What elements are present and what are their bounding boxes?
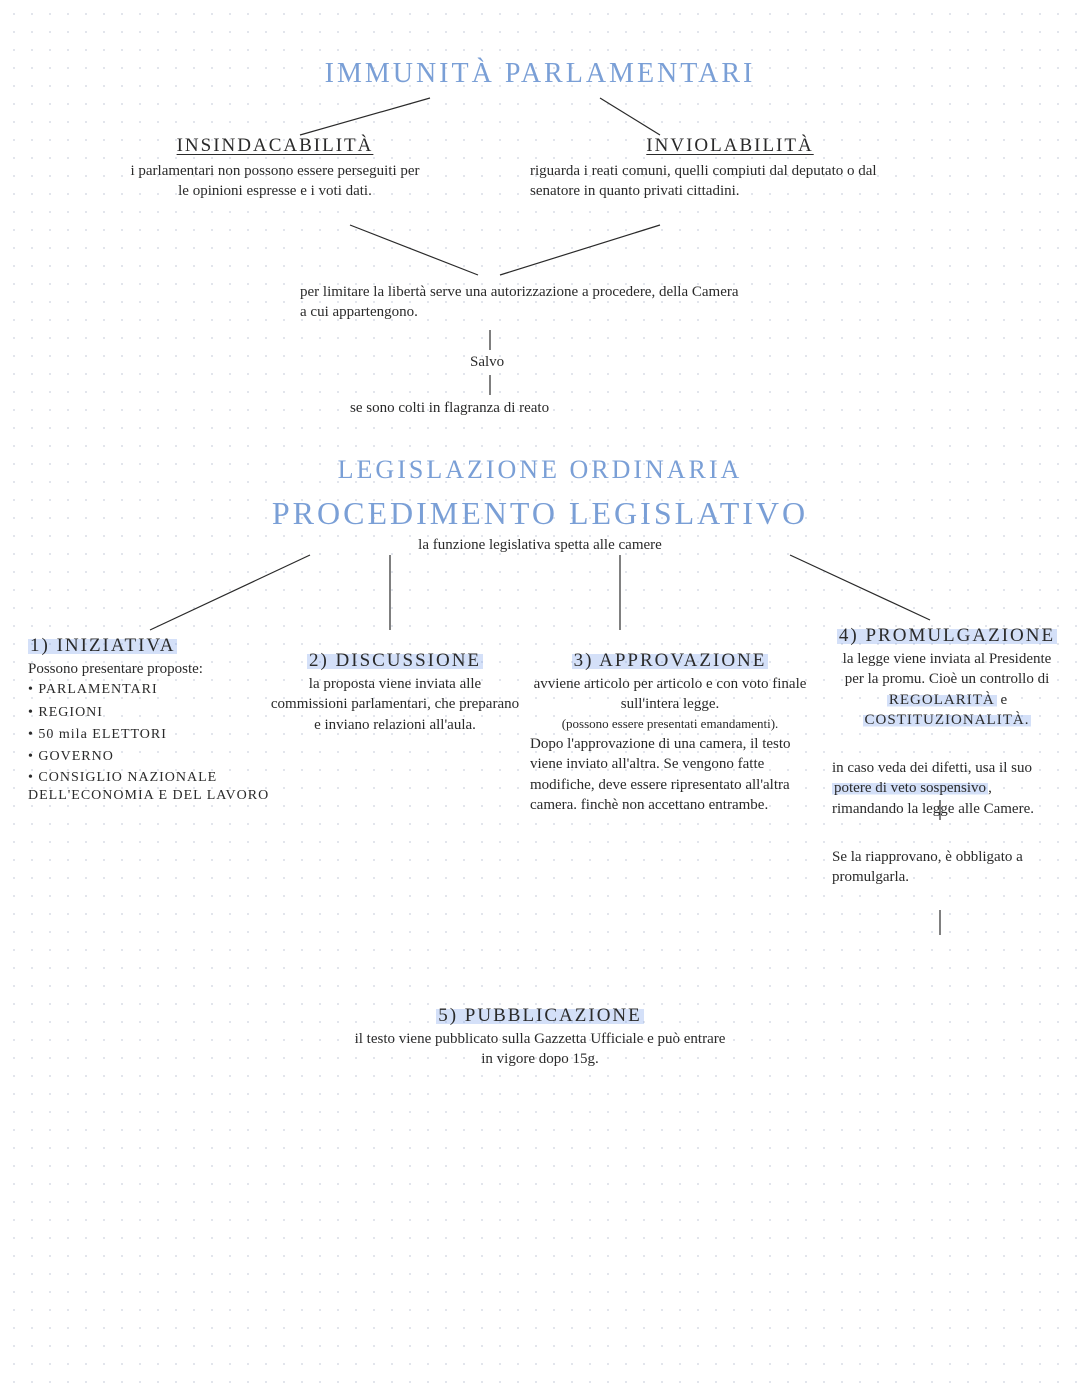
heading-insindacabilita: INSINDACABILITÀ <box>130 135 420 157</box>
title-procedimento: PROCEDIMENTO LEGISLATIVO <box>0 495 1080 532</box>
body-pubblicazione: il testo viene pubblicato sulla Gazzetta… <box>350 1029 730 1070</box>
body-promulgazione-3: Se la riapprovano, è obbligato a promulg… <box>832 847 1062 888</box>
text-flagranza: se sono colti in flagranza di reato <box>350 398 549 418</box>
body-discussione: la proposta viene inviata alle commissio… <box>270 674 520 735</box>
body-approvazione-small: (possono essere presentati emandamenti). <box>530 715 810 733</box>
list-item: • PARLAMENTARI <box>28 679 298 701</box>
heading-approvazione: 3) APPROVAZIONE <box>530 650 810 672</box>
list-item: • CONSIGLIO NAZIONALE DELL'ECONOMIA E DE… <box>28 769 298 805</box>
heading-inviolabilita: INVIOLABILITÀ <box>530 135 930 157</box>
block-pubblicazione: 5) PUBBLICAZIONE il testo viene pubblica… <box>350 1005 730 1070</box>
block-discussione: 2) DISCUSSIONE la proposta viene inviata… <box>270 650 520 735</box>
body-approvazione-1: avviene articolo per articolo e con voto… <box>530 674 810 715</box>
heading-promulgazione: 4) PROMULGAZIONE <box>832 625 1062 647</box>
block-insindacabilita: INSINDACABILITÀ i parlamentari non posso… <box>130 135 420 202</box>
block-promulgazione: 4) PROMULGAZIONE la legge viene inviata … <box>832 625 1062 887</box>
body-promulgazione-2: in caso veda dei difetti, usa il suo pot… <box>832 758 1062 819</box>
heading-discussione: 2) DISCUSSIONE <box>270 650 520 672</box>
title-immunita: IMMUNITÀ PARLAMENTARI <box>0 58 1080 90</box>
body-approvazione-2: Dopo l'approvazione di una camera, il te… <box>530 734 810 815</box>
subtitle-funzione: la funzione legislativa spetta alle came… <box>0 535 1080 555</box>
text-salvo: Salvo <box>470 352 504 372</box>
body-insindacabilita: i parlamentari non possono essere perseg… <box>130 161 420 202</box>
list-item: • 50 mila ELETTORI <box>28 724 298 746</box>
body-promulgazione-1: la legge viene inviata al Presidente per… <box>832 649 1062 730</box>
intro-iniziativa: Possono presentare proposte: <box>28 659 298 679</box>
list-item: • GOVERNO <box>28 746 298 768</box>
heading-iniziativa: 1) INIZIATIVA <box>28 635 298 657</box>
text-autorizzazione: per limitare la libertà serve una autori… <box>300 282 740 323</box>
block-inviolabilita: INVIOLABILITÀ riguarda i reati comuni, q… <box>530 135 930 202</box>
title-legislazione: LEGISLAZIONE ORDINARIA <box>0 455 1080 485</box>
body-inviolabilita: riguarda i reati comuni, quelli compiuti… <box>530 161 930 202</box>
block-approvazione: 3) APPROVAZIONE avviene articolo per art… <box>530 650 810 815</box>
heading-pubblicazione: 5) PUBBLICAZIONE <box>350 1005 730 1027</box>
list-item: • REGIONI <box>28 702 298 724</box>
block-iniziativa: 1) INIZIATIVA Possono presentare propost… <box>28 635 298 805</box>
